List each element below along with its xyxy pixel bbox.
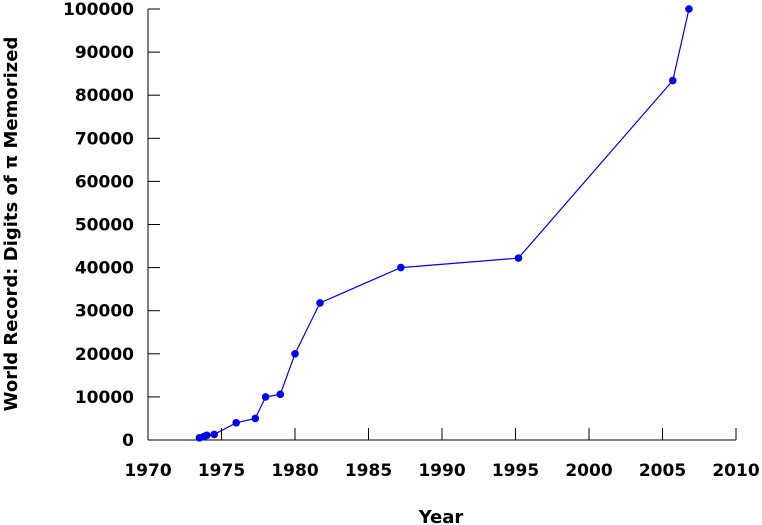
y-tick-label: 90000 xyxy=(75,43,134,63)
y-tick-label: 50000 xyxy=(75,216,134,236)
data-point xyxy=(251,414,260,423)
series-line xyxy=(199,8,690,439)
data-point xyxy=(316,299,324,307)
y-tick-label: 40000 xyxy=(75,259,134,279)
x-tick-label: 2000 xyxy=(565,461,612,481)
x-tick-label: 1990 xyxy=(418,461,465,481)
y-tick-label: 70000 xyxy=(75,129,134,149)
data-point xyxy=(685,5,693,13)
y-axis-title: World Record: Digits of π Memorized xyxy=(1,37,22,412)
data-point xyxy=(514,254,523,262)
data-point xyxy=(203,431,211,440)
x-tick-label: 1995 xyxy=(492,461,539,481)
ticks: 1970 1975 1980 1985 1990 1995 2000 2005 2010 0 100… xyxy=(63,0,760,481)
data-point xyxy=(261,393,270,401)
x-tick-label: 1975 xyxy=(198,461,245,481)
series-layer xyxy=(195,5,693,442)
data-point xyxy=(291,350,299,358)
y-tick-label: 30000 xyxy=(75,302,134,322)
y-tick-label: 60000 xyxy=(75,172,134,192)
axes xyxy=(147,9,736,441)
x-tick-label: 1980 xyxy=(271,461,318,481)
x-tick-label: 2010 xyxy=(712,461,759,481)
x-tick-label: 1970 xyxy=(124,461,171,481)
x-tick-label: 2005 xyxy=(639,461,686,481)
x-tick-label: 1985 xyxy=(345,461,392,481)
data-point xyxy=(668,76,677,85)
data-point xyxy=(397,263,405,272)
y-tick-label: 100000 xyxy=(63,0,134,20)
data-point xyxy=(210,430,218,439)
y-tick-label: 10000 xyxy=(75,388,134,408)
x-axis-title: Year xyxy=(418,507,464,525)
y-tick-label: 0 xyxy=(122,431,134,451)
data-point xyxy=(232,418,240,427)
y-tick-label: 20000 xyxy=(75,345,134,365)
data-point xyxy=(276,390,285,399)
y-tick-label: 80000 xyxy=(75,86,134,106)
